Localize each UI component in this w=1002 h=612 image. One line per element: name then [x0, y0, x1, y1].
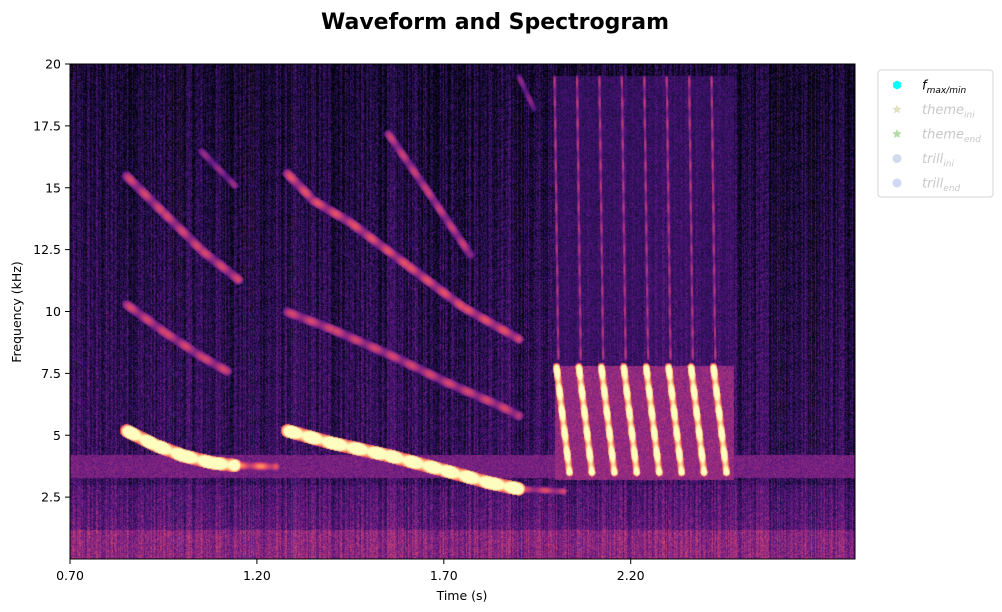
y-tick-label: 17.5 — [33, 118, 61, 133]
y-tick-label: 15 — [45, 180, 61, 195]
legend-entry: themeend — [922, 128, 981, 146]
legend-box — [877, 69, 994, 198]
y-tick-label: 12.5 — [33, 242, 61, 257]
y-tick-label: 7.5 — [41, 366, 61, 381]
x-axis-label: Time (s) — [436, 588, 488, 603]
legend-marker-circle-icon — [892, 178, 902, 188]
legend-entry-base: trill — [922, 152, 944, 167]
legend-entry-subscript: max/min — [927, 86, 967, 96]
y-tick-label: 10 — [45, 304, 61, 319]
legend-marker-hexagon-icon — [893, 80, 901, 90]
legend-entry: themeini — [922, 103, 975, 121]
x-tick-label: 2.20 — [617, 568, 645, 583]
legend-entry-base: theme — [922, 128, 964, 143]
legend-entry-base: theme — [922, 103, 964, 118]
legend-marker-circle-icon — [892, 154, 902, 163]
y-axis: 2.5 5 7.5 10 12.5 15 17.5 20 — [33, 57, 70, 505]
y-axis-label: Frequency (kHz) — [9, 261, 24, 363]
legend-entry-subscript: end — [964, 135, 981, 145]
legend-entry-subscript: ini — [943, 160, 954, 170]
spectrogram-image — [70, 64, 855, 559]
x-tick-label: 1.20 — [243, 568, 271, 583]
y-tick-label: 2.5 — [41, 490, 61, 505]
legend-entry: trillini — [922, 152, 954, 170]
legend-marker-star-icon — [892, 104, 902, 114]
legend-entry-subscript: ini — [964, 111, 975, 121]
legend-marker-star-icon — [892, 129, 902, 139]
legend-entry-base: f — [922, 79, 929, 94]
y-tick-label: 5 — [53, 428, 61, 443]
legend-entry-subscript: end — [943, 184, 960, 194]
x-axis: 0.70 1.20 1.70 2.20 — [56, 559, 645, 583]
legend-entry: fmax/min — [922, 79, 966, 97]
x-tick-label: 0.70 — [56, 568, 84, 583]
plot-area — [69, 63, 856, 560]
y-tick-label: 20 — [45, 57, 61, 72]
legend-entry: trillend — [922, 177, 961, 195]
x-tick-label: 1.70 — [430, 568, 458, 583]
chart-title: Waveform and Spectrogram — [321, 10, 669, 35]
legend-entry-base: trill — [922, 177, 944, 192]
